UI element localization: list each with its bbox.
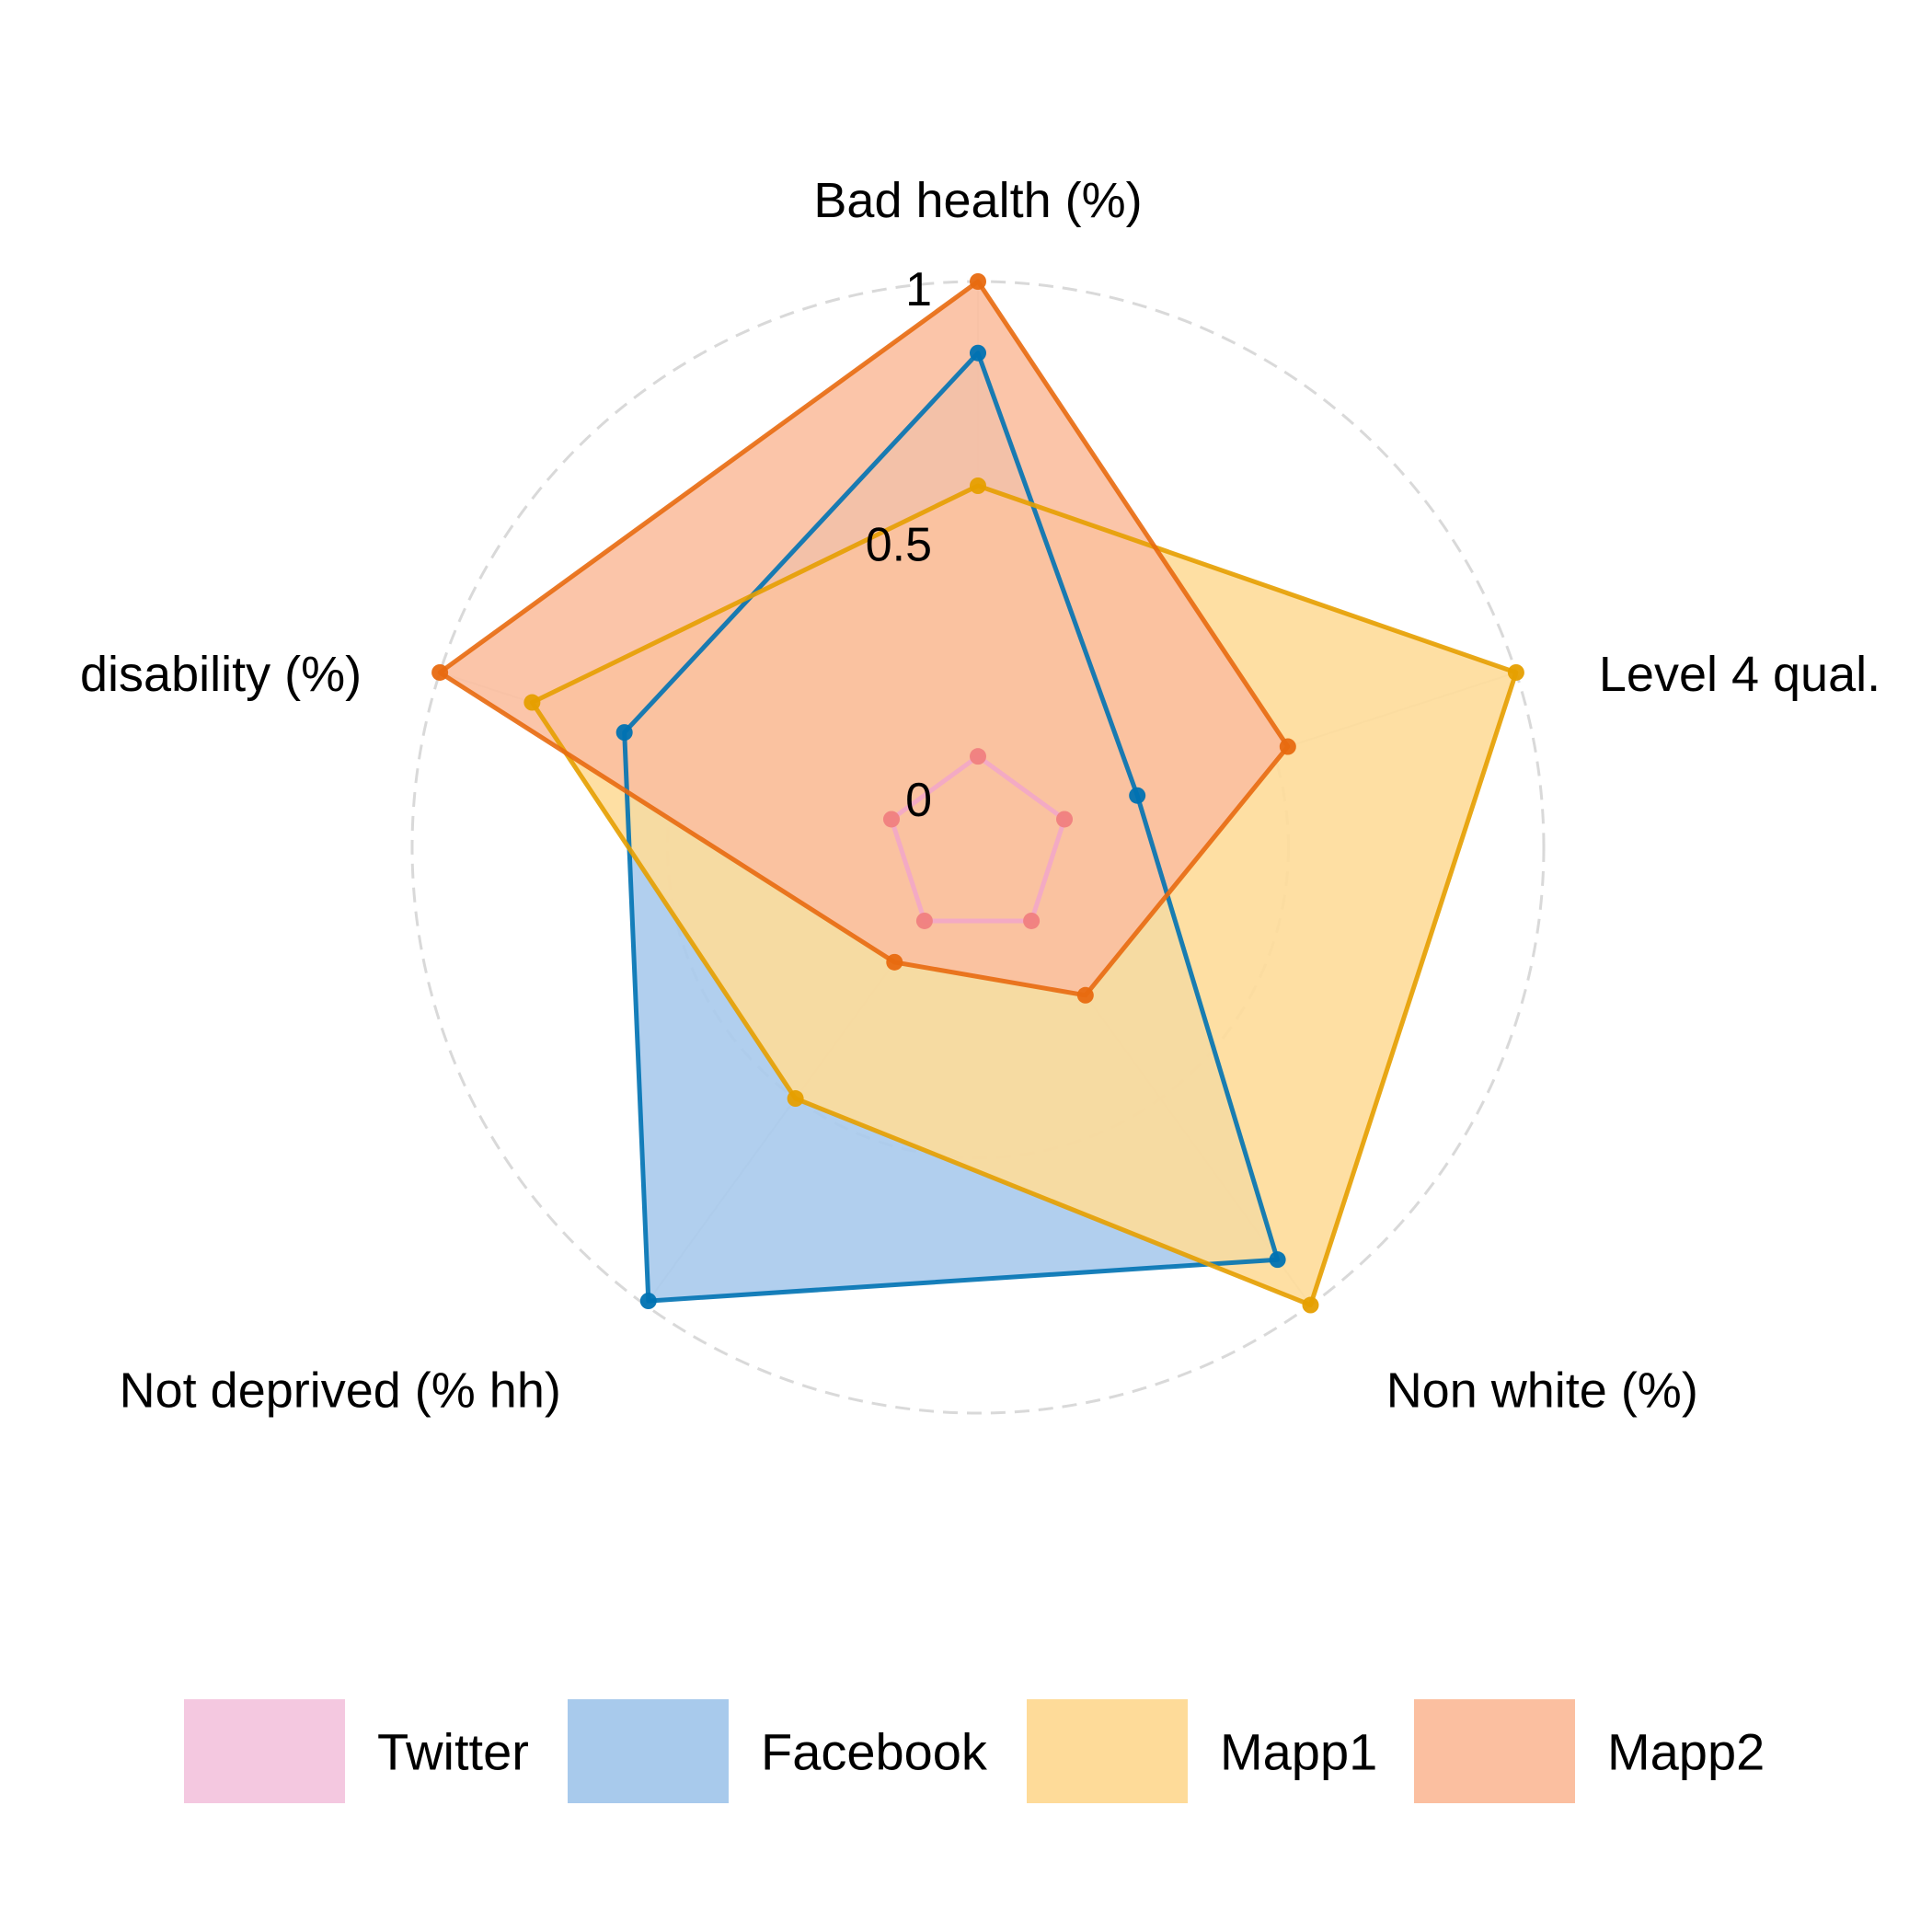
point-mapp2-0 <box>970 273 986 290</box>
point-mapp1-0 <box>970 477 986 494</box>
legend-item-twitter: Twitter <box>184 1699 529 1803</box>
legend-key-mapp1 <box>1027 1699 1188 1803</box>
series-fills <box>440 282 1516 1305</box>
legend-key-twitter <box>184 1699 345 1803</box>
point-twitter-0 <box>970 748 986 765</box>
series-line-twitter <box>889 753 1067 924</box>
legend-label-twitter: Twitter <box>377 1723 529 1781</box>
legend-item-mapp1: Mapp1 <box>1027 1699 1377 1803</box>
point-mapp1-2 <box>1302 1296 1319 1314</box>
series-lines <box>431 273 1524 1314</box>
axis-label-2: Non white (%) <box>1386 1363 1698 1419</box>
point-mapp1-4 <box>523 694 541 711</box>
point-facebook-1 <box>1129 787 1146 804</box>
series-area-mapp2 <box>440 282 1288 995</box>
legend-key-mapp2 <box>1414 1699 1575 1803</box>
legend: Twitter Facebook Mapp1 Mapp2 <box>184 1699 1765 1803</box>
legend-item-mapp2: Mapp2 <box>1414 1699 1765 1803</box>
point-mapp2-3 <box>886 953 903 971</box>
point-mapp1-3 <box>787 1090 804 1108</box>
axis-label-4: disability (%) <box>80 647 362 702</box>
axis-label-0: Bad health (%) <box>813 173 1142 228</box>
legend-label-mapp2: Mapp2 <box>1607 1723 1765 1781</box>
series-layer <box>431 273 1524 1314</box>
point-twitter-3 <box>915 912 933 929</box>
legend-label-mapp1: Mapp1 <box>1220 1723 1377 1781</box>
axis-label-1: Level 4 qual. <box>1599 647 1880 702</box>
point-twitter-2 <box>1023 912 1041 929</box>
legend-label-facebook: Facebook <box>761 1723 988 1781</box>
point-facebook-2 <box>1269 1251 1286 1269</box>
legend-key-facebook <box>568 1699 729 1803</box>
series-line-facebook <box>622 351 1281 1304</box>
point-mapp2-4 <box>431 663 449 681</box>
series-line-mapp2 <box>437 279 1291 998</box>
series-line-mapp1 <box>529 483 1519 1307</box>
axis-labels: Bad health (%) Level 4 qual. Non white (%)… <box>80 173 1880 1419</box>
axis-label-3: Not deprived (% hh) <box>120 1363 561 1419</box>
point-facebook-0 <box>970 344 986 362</box>
tick-label-0: 0 <box>905 774 932 827</box>
point-mapp2-2 <box>1076 986 1094 1004</box>
point-mapp1-1 <box>1507 663 1524 681</box>
point-twitter-1 <box>1056 811 1074 828</box>
tick-label-1: 0.5 <box>866 519 932 572</box>
tick-labels: 00.51 <box>866 263 932 827</box>
tick-label-2: 1 <box>905 263 932 316</box>
point-facebook-4 <box>615 724 633 742</box>
legend-item-facebook: Facebook <box>568 1699 988 1803</box>
point-facebook-3 <box>639 1293 657 1310</box>
point-twitter-4 <box>882 811 900 828</box>
point-mapp2-1 <box>1279 738 1296 755</box>
